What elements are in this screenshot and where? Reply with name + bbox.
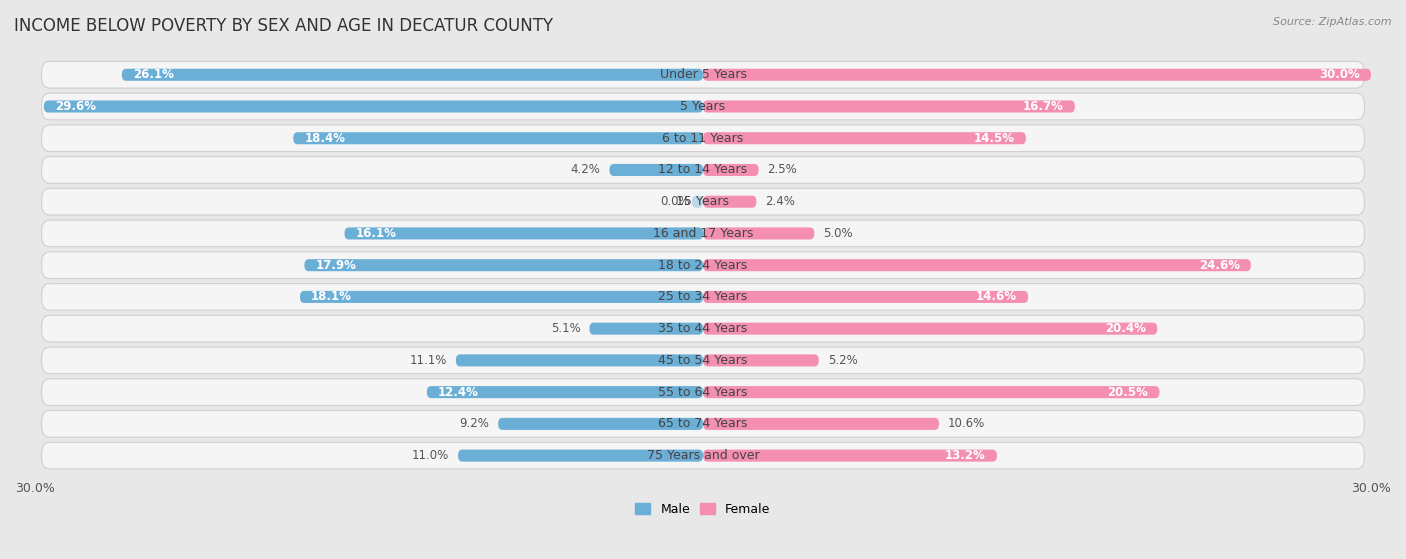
Text: 16.1%: 16.1%	[356, 227, 396, 240]
FancyBboxPatch shape	[703, 323, 1157, 335]
FancyBboxPatch shape	[703, 69, 1371, 81]
Legend: Male, Female: Male, Female	[630, 498, 776, 520]
FancyBboxPatch shape	[42, 347, 1364, 374]
FancyBboxPatch shape	[42, 125, 1364, 151]
Text: 2.5%: 2.5%	[768, 163, 797, 177]
FancyBboxPatch shape	[703, 228, 814, 239]
Text: 45 to 54 Years: 45 to 54 Years	[658, 354, 748, 367]
Text: 0.0%: 0.0%	[659, 195, 689, 208]
FancyBboxPatch shape	[42, 220, 1364, 247]
FancyBboxPatch shape	[42, 442, 1364, 469]
Text: Under 5 Years: Under 5 Years	[659, 68, 747, 81]
FancyBboxPatch shape	[703, 291, 1028, 303]
Text: 2.4%: 2.4%	[765, 195, 796, 208]
FancyBboxPatch shape	[42, 283, 1364, 310]
FancyBboxPatch shape	[42, 157, 1364, 183]
Text: 4.2%: 4.2%	[571, 163, 600, 177]
Text: 12.4%: 12.4%	[439, 386, 479, 399]
FancyBboxPatch shape	[703, 449, 997, 462]
Text: 18 to 24 Years: 18 to 24 Years	[658, 259, 748, 272]
FancyBboxPatch shape	[703, 386, 1160, 398]
FancyBboxPatch shape	[703, 418, 939, 430]
FancyBboxPatch shape	[299, 291, 703, 303]
Text: 75 Years and over: 75 Years and over	[647, 449, 759, 462]
FancyBboxPatch shape	[703, 101, 1076, 112]
Text: 15 Years: 15 Years	[676, 195, 730, 208]
FancyBboxPatch shape	[456, 354, 703, 367]
Text: 6 to 11 Years: 6 to 11 Years	[662, 132, 744, 145]
Text: 11.0%: 11.0%	[412, 449, 449, 462]
FancyBboxPatch shape	[589, 323, 703, 335]
FancyBboxPatch shape	[42, 93, 1364, 120]
Text: 16 and 17 Years: 16 and 17 Years	[652, 227, 754, 240]
Text: 65 to 74 Years: 65 to 74 Years	[658, 418, 748, 430]
FancyBboxPatch shape	[703, 196, 756, 208]
FancyBboxPatch shape	[44, 101, 703, 112]
FancyBboxPatch shape	[458, 449, 703, 462]
Text: 12 to 14 Years: 12 to 14 Years	[658, 163, 748, 177]
Text: 26.1%: 26.1%	[134, 68, 174, 81]
Text: 5.0%: 5.0%	[824, 227, 853, 240]
Text: 18.4%: 18.4%	[304, 132, 346, 145]
FancyBboxPatch shape	[42, 315, 1364, 342]
FancyBboxPatch shape	[703, 164, 759, 176]
FancyBboxPatch shape	[42, 252, 1364, 278]
FancyBboxPatch shape	[498, 418, 703, 430]
FancyBboxPatch shape	[294, 132, 703, 144]
Text: 20.4%: 20.4%	[1105, 322, 1146, 335]
Text: 14.5%: 14.5%	[974, 132, 1015, 145]
Text: 5.1%: 5.1%	[551, 322, 581, 335]
Text: 13.2%: 13.2%	[945, 449, 986, 462]
Text: 55 to 64 Years: 55 to 64 Years	[658, 386, 748, 399]
FancyBboxPatch shape	[42, 188, 1364, 215]
FancyBboxPatch shape	[122, 69, 703, 81]
Text: 35 to 44 Years: 35 to 44 Years	[658, 322, 748, 335]
Text: 30.0%: 30.0%	[1319, 68, 1360, 81]
FancyBboxPatch shape	[427, 386, 703, 398]
FancyBboxPatch shape	[304, 259, 703, 271]
Text: 5 Years: 5 Years	[681, 100, 725, 113]
FancyBboxPatch shape	[42, 410, 1364, 437]
Text: 16.7%: 16.7%	[1024, 100, 1064, 113]
Text: 14.6%: 14.6%	[976, 291, 1017, 304]
Text: 24.6%: 24.6%	[1199, 259, 1240, 272]
Text: INCOME BELOW POVERTY BY SEX AND AGE IN DECATUR COUNTY: INCOME BELOW POVERTY BY SEX AND AGE IN D…	[14, 17, 553, 35]
Text: 25 to 34 Years: 25 to 34 Years	[658, 291, 748, 304]
Text: 9.2%: 9.2%	[460, 418, 489, 430]
Text: 10.6%: 10.6%	[948, 418, 986, 430]
FancyBboxPatch shape	[692, 196, 703, 208]
Text: 20.5%: 20.5%	[1108, 386, 1149, 399]
Text: 29.6%: 29.6%	[55, 100, 96, 113]
FancyBboxPatch shape	[42, 61, 1364, 88]
FancyBboxPatch shape	[344, 228, 703, 239]
FancyBboxPatch shape	[42, 379, 1364, 405]
Text: 17.9%: 17.9%	[315, 259, 356, 272]
FancyBboxPatch shape	[703, 132, 1026, 144]
Text: 5.2%: 5.2%	[828, 354, 858, 367]
FancyBboxPatch shape	[703, 354, 818, 367]
FancyBboxPatch shape	[703, 259, 1251, 271]
FancyBboxPatch shape	[609, 164, 703, 176]
Text: Source: ZipAtlas.com: Source: ZipAtlas.com	[1274, 17, 1392, 27]
Text: 11.1%: 11.1%	[409, 354, 447, 367]
Text: 18.1%: 18.1%	[311, 291, 352, 304]
